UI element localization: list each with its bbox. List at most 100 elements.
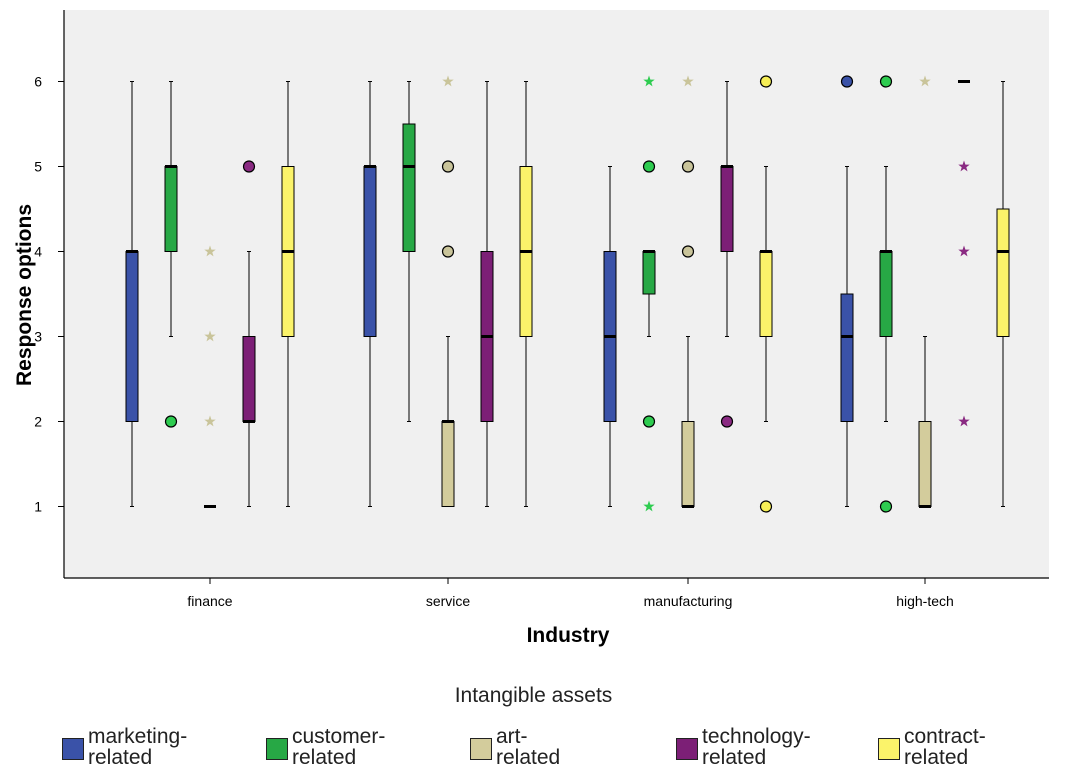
box-service-customer-related — [402, 81, 416, 422]
outlier-circle — [759, 500, 773, 513]
x-axis-title: Industry — [527, 624, 610, 647]
legend-item: customer-related — [266, 726, 412, 768]
outlier-circle — [642, 415, 656, 428]
box-body — [642, 251, 656, 295]
extreme-star — [643, 75, 655, 87]
legend-label-line2: related — [702, 746, 767, 769]
plot-area — [64, 10, 1049, 578]
outlier-circle — [879, 500, 893, 513]
box-service-technology-related — [480, 81, 494, 507]
box-high-tech-technology-related — [958, 80, 970, 427]
box-body — [125, 251, 139, 422]
legend-swatch — [470, 738, 492, 760]
y-tick-label: 5 — [34, 159, 42, 175]
legend-item: technology-related — [676, 726, 822, 768]
y-tick-label: 3 — [34, 329, 42, 345]
outlier-circle — [441, 245, 455, 258]
extreme-star — [643, 500, 655, 512]
legend-swatch — [676, 738, 698, 760]
legend-item: contract-related — [878, 726, 1024, 768]
box-body — [720, 166, 734, 252]
y-tick-label: 2 — [34, 414, 42, 430]
legend-title: Intangible assets — [454, 684, 613, 707]
legend-label: technology-related — [702, 726, 822, 768]
box-service-art-related — [441, 75, 455, 507]
legend-label-line2: related — [496, 746, 561, 769]
legend-label-line1: art- — [496, 725, 528, 748]
legend-label: customer-related — [292, 726, 412, 768]
box-body — [681, 421, 695, 507]
outlier-circle — [681, 245, 695, 258]
legend-swatch — [266, 738, 288, 760]
extreme-star — [204, 330, 216, 342]
y-tick-label: 4 — [34, 244, 42, 260]
box-manufacturing-technology-related — [720, 81, 734, 428]
legend-label-line1: technology- — [702, 725, 811, 748]
x-tick-label: finance — [187, 593, 232, 609]
box-manufacturing-contract-related — [759, 75, 773, 513]
y-tick-label: 6 — [34, 74, 42, 90]
legend-label-line2: related — [904, 746, 969, 769]
box-body — [840, 293, 854, 422]
box-high-tech-marketing-related — [840, 75, 854, 507]
box-high-tech-customer-related — [879, 75, 893, 513]
extreme-star — [204, 415, 216, 427]
outlier-circle — [759, 75, 773, 88]
extreme-star — [442, 75, 454, 87]
boxplot-chart: 1 2 3 4 5 6 finance service manufacturing high-te… — [13, 10, 1049, 647]
outlier-circle — [681, 160, 695, 173]
box-service-contract-related — [519, 81, 533, 507]
legend-label-line2: related — [292, 746, 357, 769]
legend-swatch — [62, 738, 84, 760]
x-tick-label: manufacturing — [644, 593, 733, 609]
legend-label: marketing-related — [88, 726, 208, 768]
box-manufacturing-customer-related — [642, 75, 656, 512]
box-manufacturing-art-related — [681, 75, 695, 508]
box-body — [363, 166, 377, 337]
legend-item: marketing-related — [62, 726, 208, 768]
box-finance-marketing-related — [125, 81, 139, 507]
outlier-circle — [164, 415, 178, 428]
box-body — [879, 251, 893, 337]
extreme-star — [958, 245, 970, 257]
legend-label: art-related — [496, 726, 616, 768]
extreme-star — [682, 75, 694, 87]
box-high-tech-contract-related — [996, 81, 1010, 507]
box-high-tech-art-related — [918, 75, 932, 508]
legend-swatch — [878, 738, 900, 760]
legend-label-line1: customer- — [292, 725, 386, 748]
outlier-circle — [642, 160, 656, 173]
box-body — [402, 123, 416, 252]
box-body — [441, 421, 455, 507]
outlier-circle — [242, 160, 256, 173]
legend-label-line1: marketing- — [88, 725, 188, 748]
box-body — [918, 421, 932, 507]
legend: marketing-related customer-related art-rel… — [0, 726, 1067, 776]
x-tick-label: service — [426, 593, 471, 609]
extreme-star — [919, 75, 931, 87]
outlier-circle — [720, 415, 734, 428]
box-body — [164, 166, 178, 252]
legend-label: contract-related — [904, 726, 1024, 768]
legend-label-line1: contract- — [904, 725, 986, 748]
legend-item: art-related — [470, 726, 616, 768]
extreme-star — [958, 160, 970, 172]
legend-label-line2: related — [88, 746, 153, 769]
y-axis-title: Response options — [13, 204, 36, 386]
outlier-circle — [840, 75, 854, 88]
box-finance-contract-related — [281, 81, 295, 507]
box-finance-art-related — [204, 245, 216, 508]
y-tick-label: 1 — [34, 499, 42, 515]
extreme-star — [958, 415, 970, 427]
outlier-circle — [879, 75, 893, 88]
extreme-star — [204, 245, 216, 257]
box-body — [242, 336, 256, 422]
box-finance-technology-related — [242, 160, 256, 507]
x-tick-label: high-tech — [896, 593, 954, 609]
box-body — [996, 208, 1010, 337]
box-finance-customer-related — [164, 81, 178, 428]
box-service-marketing-related — [363, 81, 377, 507]
box-manufacturing-marketing-related — [603, 166, 617, 507]
outlier-circle — [441, 160, 455, 173]
box-body — [759, 251, 773, 337]
